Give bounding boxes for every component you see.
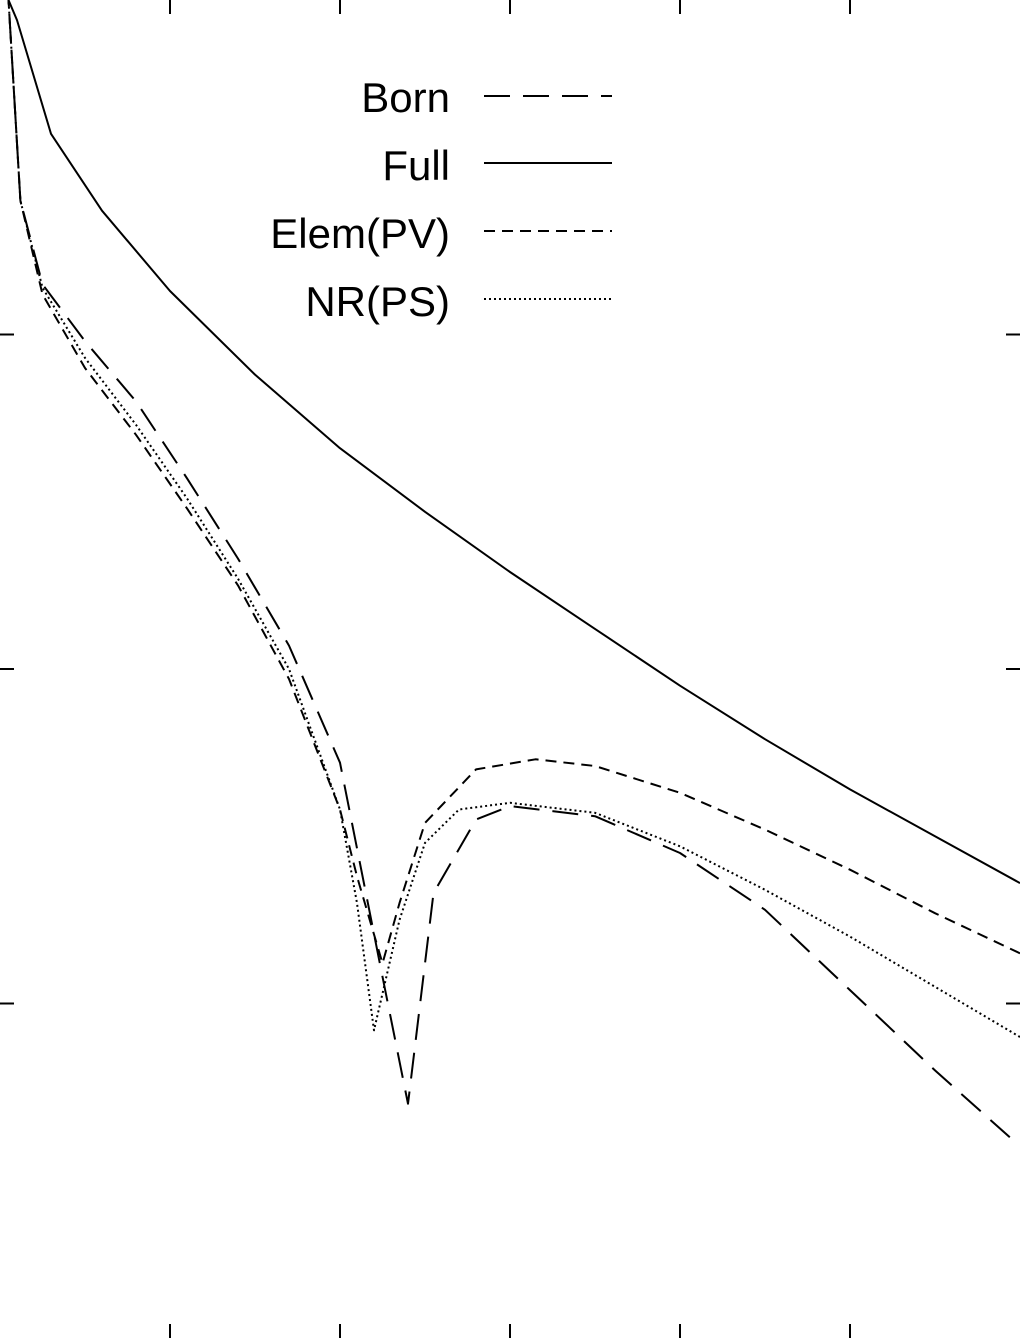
legend-label-born: Born <box>361 74 450 121</box>
x-axis-ticks <box>169 0 851 1338</box>
series-line-nr-ps <box>7 0 1020 1038</box>
series-layer <box>7 0 1020 1139</box>
series-line-full <box>7 0 1020 884</box>
series-line-born <box>7 0 1011 1139</box>
legend-label-nr-ps: NR(PS) <box>305 278 450 325</box>
legend-label-full: Full <box>382 142 450 189</box>
series-line-elem-pv <box>7 0 1020 965</box>
y-axis-ticks <box>0 333 1020 1005</box>
legend-label-elem-pv: Elem(PV) <box>270 210 450 257</box>
legend: Born Full Elem(PV) NR(PS) <box>270 74 612 325</box>
